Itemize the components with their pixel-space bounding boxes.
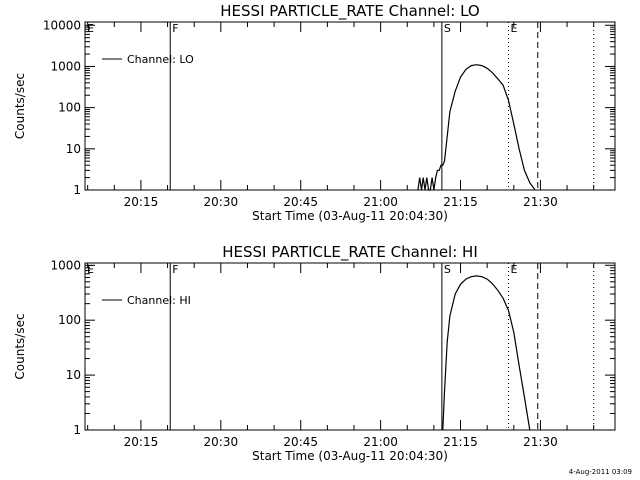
y-axis-label: Counts/sec bbox=[13, 73, 27, 139]
series-line-hi bbox=[442, 275, 531, 431]
x-tick-label: 21:00 bbox=[363, 435, 398, 449]
legend-entry: Channel: LO bbox=[127, 53, 194, 66]
event-marker-label: E bbox=[87, 263, 94, 276]
y-tick-label: 100 bbox=[58, 101, 81, 115]
x-tick-label: 20:15 bbox=[124, 195, 159, 209]
event-marker-label: S bbox=[444, 263, 451, 276]
plot-frame bbox=[84, 262, 616, 431]
y-axis-label: Counts/sec bbox=[13, 313, 27, 379]
x-tick-label: 20:15 bbox=[124, 435, 159, 449]
chart-panel-hi: HESSI PARTICLE_RATE Channel: HI 20:15 20:3… bbox=[13, 243, 616, 463]
x-tick-label: 21:00 bbox=[363, 195, 398, 209]
event-marker-label: S bbox=[444, 22, 451, 35]
event-marker-label: E bbox=[510, 263, 517, 276]
x-tick-label: 21:15 bbox=[443, 435, 478, 449]
series-line-lo bbox=[417, 64, 536, 191]
chart-panel-lo: HESSI PARTICLE_RATE Channel: LO 20:15 20:3… bbox=[13, 2, 616, 223]
x-tick-label: 20:45 bbox=[283, 435, 318, 449]
event-marker-label: F bbox=[172, 263, 178, 276]
y-tick-label: 10 bbox=[66, 368, 81, 382]
chart-title: HESSI PARTICLE_RATE Channel: LO bbox=[220, 2, 479, 21]
x-tick-label: 21:15 bbox=[443, 195, 478, 209]
y-tick-label: 1 bbox=[73, 183, 81, 197]
y-tick-label: 100 bbox=[58, 313, 81, 327]
x-axis-label: Start Time (03-Aug-11 20:04:30) bbox=[252, 209, 448, 223]
x-tick-label: 21:30 bbox=[523, 435, 558, 449]
y-tick-label: 10000 bbox=[43, 18, 81, 32]
y-tick-label: 10 bbox=[66, 142, 81, 156]
plot-frame bbox=[84, 21, 616, 191]
x-tick-label: 20:45 bbox=[283, 195, 318, 209]
chart-title: HESSI PARTICLE_RATE Channel: HI bbox=[222, 243, 478, 262]
footer-timestamp: 4-Aug-2011 03:09 bbox=[568, 468, 632, 476]
y-tick-label: 1 bbox=[73, 423, 81, 437]
event-marker-label: E bbox=[510, 22, 517, 35]
x-tick-label: 20:30 bbox=[204, 195, 239, 209]
legend-entry: Channel: HI bbox=[127, 294, 191, 307]
event-marker-label: F bbox=[172, 22, 178, 35]
event-marker-label: E bbox=[87, 22, 94, 35]
x-axis-label: Start Time (03-Aug-11 20:04:30) bbox=[252, 449, 448, 463]
x-tick-label: 21:30 bbox=[523, 195, 558, 209]
x-tick-label: 20:30 bbox=[204, 435, 239, 449]
y-tick-label: 1000 bbox=[50, 258, 81, 272]
y-tick-label: 1000 bbox=[50, 59, 81, 73]
